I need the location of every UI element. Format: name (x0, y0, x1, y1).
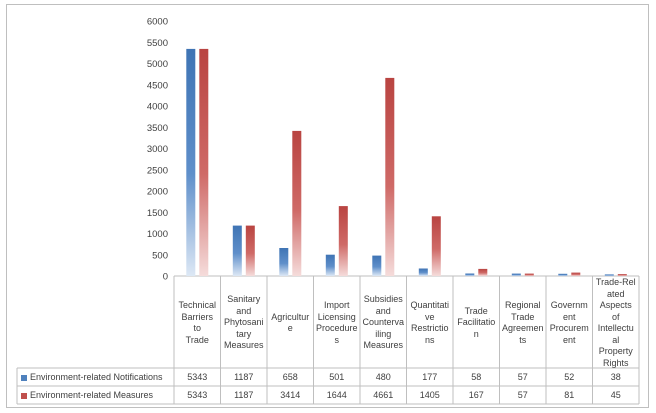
category-label: Trade-Related Aspects of Intellectu al Proper… (595, 277, 636, 368)
bar-measures-5 (385, 77, 395, 277)
table-value-cell: 5343 (187, 372, 208, 382)
bar-notifications-8 (511, 273, 521, 276)
table-value-cell: 1187 (234, 372, 254, 382)
legend-swatch (21, 392, 27, 399)
y-tick-label: 4500 (147, 80, 168, 91)
y-tick-label: 3000 (147, 144, 168, 155)
category-label: Technical Barriers to Trade (178, 300, 217, 345)
table-value-cell: 38 (610, 372, 621, 382)
table-value-cell: 58 (471, 372, 482, 382)
bar-measures-3 (292, 130, 302, 276)
category-label: Regional Trade Agreemen ts (501, 300, 544, 345)
table-value-cell: 501 (329, 372, 345, 382)
bar-measures-7 (478, 268, 488, 276)
table-value-cell: 57 (517, 372, 528, 382)
bar-notifications-7 (465, 273, 475, 276)
y-tick-label: 1000 (147, 229, 168, 240)
y-tick-label: 2000 (147, 187, 168, 198)
legend-label: Environment-related Notifications (30, 372, 163, 382)
category-label: Governm ent Procurem ent (549, 300, 589, 345)
table-value-cell: 1405 (419, 390, 440, 400)
table-value-cell: 81 (564, 390, 575, 400)
category-label: Sanitary and Phytosani tary Measures (223, 294, 264, 351)
bar-notifications-3 (279, 248, 289, 276)
table-value-cell: 167 (468, 390, 484, 400)
bar-measures-2 (245, 225, 255, 276)
legend-measures: Environment-related Measures (19, 386, 153, 404)
table-value-cell: 3414 (280, 390, 301, 400)
bar-measures-1 (199, 48, 209, 277)
y-tick-label: 5500 (147, 38, 168, 49)
table-value-cell: 480 (375, 372, 391, 382)
category-label: Agricultur e (271, 311, 310, 334)
bar-measures-9 (571, 272, 581, 276)
category-label: Subsidies and Counterva iling Measures (362, 294, 405, 351)
table-value-cell: 5343 (187, 390, 208, 400)
bar-measures-10 (617, 274, 627, 276)
table-value-cell: 45 (610, 390, 621, 400)
bar-chart: 0 500 1000 1500 2000 2500 3000 3500 4000 4500 5000… (16, 17, 640, 405)
bar-notifications-9 (558, 273, 568, 276)
bar-notifications-4 (325, 254, 335, 276)
table-value-cell: 177 (422, 372, 438, 382)
table-value-cell: 4661 (373, 390, 394, 400)
bar-notifications-1 (186, 48, 196, 277)
bar-notifications-10 (604, 274, 614, 276)
legend-notifications: Environment-related Notifications (19, 368, 163, 386)
chart-frame: 0 500 1000 1500 2000 2500 3000 3500 4000 4500 5000… (6, 4, 649, 408)
category-label: Trade Facilitatio n (457, 305, 496, 339)
table-value-cell: 1187 (234, 390, 254, 400)
bar-notifications-6 (418, 268, 428, 276)
y-tick-label: 3500 (147, 123, 168, 134)
y-tick-label: 2500 (147, 165, 168, 176)
bar-measures-4 (338, 206, 348, 276)
y-tick-label: 1500 (147, 208, 168, 219)
legend-swatch (21, 374, 27, 381)
bar-measures-6 (431, 216, 441, 276)
table-value-cell: 52 (564, 372, 575, 382)
bar-measures-8 (524, 273, 534, 276)
bar-notifications-5 (372, 255, 382, 276)
table-value-cell: 57 (517, 390, 528, 400)
y-tick-label: 0 (163, 272, 168, 283)
table-value-cell: 1644 (326, 390, 347, 400)
category-label: Import Licensing Procedure s (315, 300, 358, 345)
y-tick-label: 4000 (147, 102, 168, 113)
category-label: Quantitati ve Restrictio ns (410, 300, 450, 345)
bar-notifications-2 (232, 225, 242, 276)
y-tick-label: 500 (152, 250, 168, 261)
legend-label: Environment-related Measures (30, 390, 154, 400)
y-tick-label: 5000 (147, 59, 168, 70)
y-tick-label: 6000 (147, 17, 168, 28)
table-value-cell: 658 (282, 372, 298, 382)
